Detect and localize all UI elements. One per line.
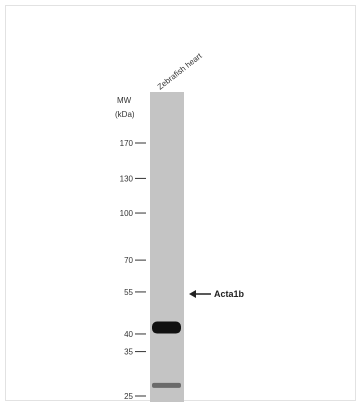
marker-label: 35 <box>124 348 133 357</box>
target-band <box>152 321 181 334</box>
marker-label: 70 <box>124 256 133 265</box>
marker-label: 55 <box>124 288 133 297</box>
mw-markers: 170 130 100 70 55 40 35 25 <box>120 139 146 401</box>
target-label: Acta1b <box>214 289 245 299</box>
blot-bands <box>152 321 181 388</box>
lane-label: Zebrafish heart <box>156 51 205 92</box>
target-arrow-head <box>189 290 196 298</box>
marker-label: 130 <box>120 174 134 183</box>
marker-label: 100 <box>120 209 134 218</box>
marker-label: 170 <box>120 139 134 148</box>
faint-band <box>152 382 181 388</box>
mw-header-line2: (kDa) <box>115 110 135 119</box>
marker-label: 40 <box>124 330 133 339</box>
marker-label: 25 <box>124 392 133 401</box>
mw-header-line1: MW <box>117 96 132 105</box>
blot-lane <box>150 92 184 402</box>
